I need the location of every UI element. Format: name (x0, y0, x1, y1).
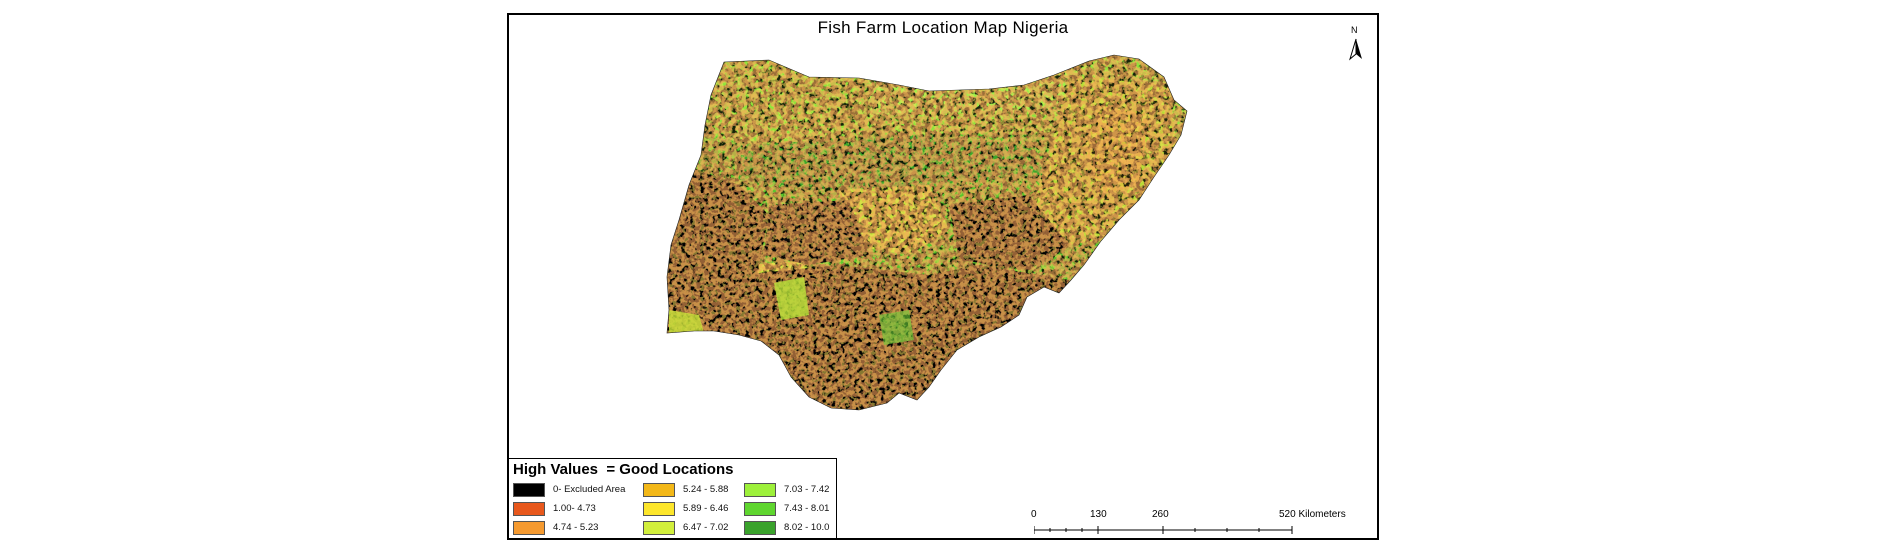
legend-label: 5.24 - 5.88 (683, 484, 729, 495)
legend-item: 6.47 - 7.02 (643, 520, 728, 535)
legend-swatch (513, 501, 545, 516)
legend-item: 4.74 - 5.23 (513, 520, 598, 535)
map-raster (667, 55, 1187, 410)
map-frame: Fish Farm Location Map Nigeria N High Va… (507, 13, 1379, 540)
legend-swatch (643, 482, 675, 497)
legend-item: 0- Excluded Area (513, 482, 625, 497)
scale-bar-label: 130 (1090, 509, 1107, 520)
legend-title: High Values = Good Locations (513, 461, 734, 478)
legend-item: 5.24 - 5.88 (643, 482, 728, 497)
legend-item: 7.43 - 8.01 (744, 501, 829, 516)
legend-label: 0- Excluded Area (553, 484, 626, 495)
legend-swatch (744, 520, 776, 535)
legend-label: 8.02 - 10.0 (784, 522, 830, 533)
legend-swatch (744, 482, 776, 497)
legend-swatch (643, 520, 675, 535)
legend-label: 7.43 - 8.01 (784, 503, 830, 514)
scale-bar-label: 0 (1031, 509, 1037, 520)
legend-item: 8.02 - 10.0 (744, 520, 829, 535)
legend-item: 7.03 - 7.42 (744, 482, 829, 497)
legend-label: 5.89 - 6.46 (683, 503, 729, 514)
scale-bar-label: 260 (1152, 509, 1169, 520)
scale-bar: 0 130 260 520 Kilometers (1031, 509, 1346, 538)
map-title: Fish Farm Location Map Nigeria (817, 18, 1069, 37)
legend-item: 5.89 - 6.46 (643, 501, 728, 516)
legend-swatch (513, 520, 545, 535)
north-arrow-icon: N (1343, 25, 1369, 65)
legend-label: 6.47 - 7.02 (683, 522, 729, 533)
north-label: N (1351, 25, 1358, 35)
legend-swatch (513, 482, 545, 497)
legend-label: 7.03 - 7.42 (784, 484, 830, 495)
scale-bar-label: 520 Kilometers (1279, 509, 1346, 520)
legend-swatch (744, 501, 776, 516)
legend-label: 1.00- 4.73 (553, 503, 596, 514)
legend-item: 1.00- 4.73 (513, 501, 596, 516)
legend-swatch (643, 501, 675, 516)
legend-label: 4.74 - 5.23 (553, 522, 599, 533)
nigeria-suitability-map (666, 54, 1188, 411)
map-legend: High Values = Good Locations 0- Excluded… (509, 458, 837, 538)
